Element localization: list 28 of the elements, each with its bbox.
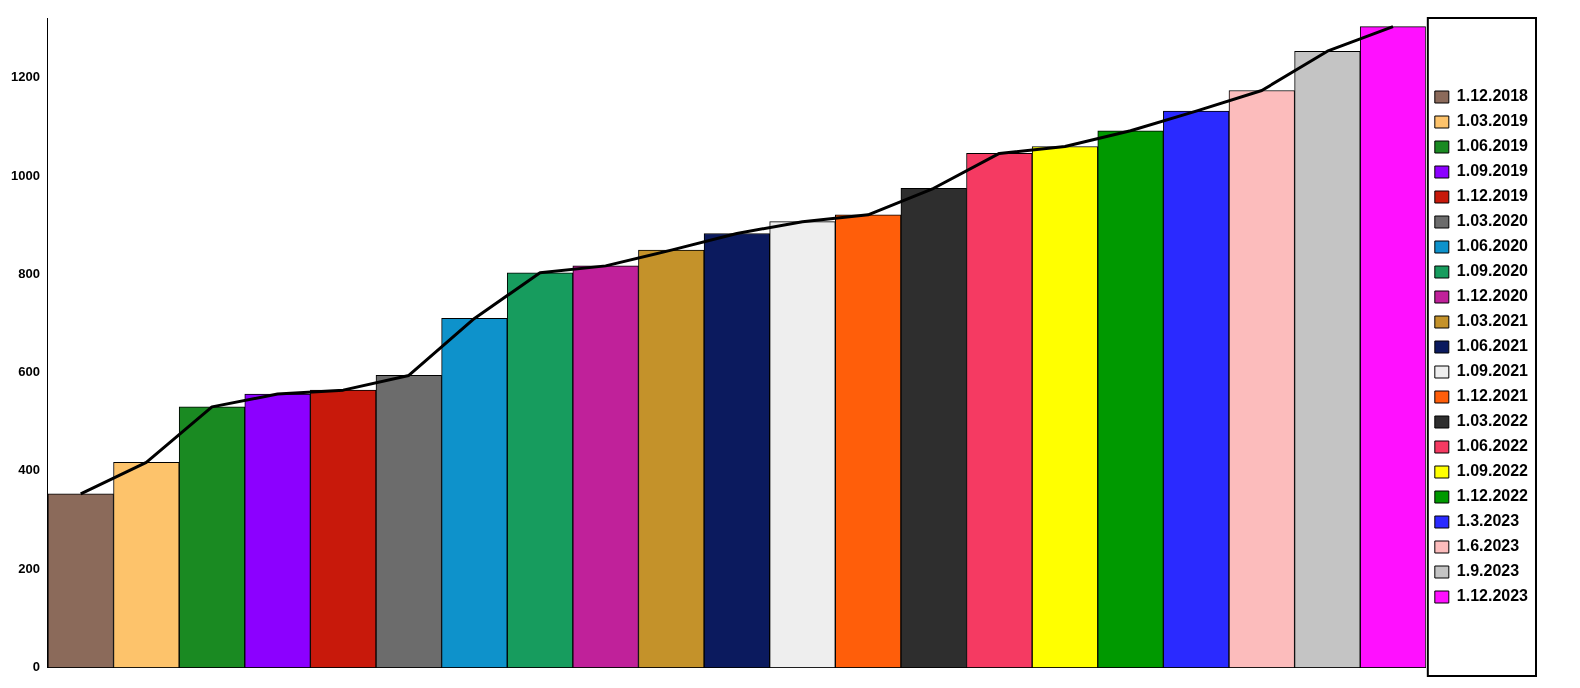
legend-label: 1.03.2019 [1456,112,1529,130]
legend-label: 1.9.2023 [1456,562,1520,580]
legend-label: 1.03.2022 [1456,412,1529,430]
legend-label: 1.12.2019 [1456,187,1529,205]
y-tick-label: 1000 [11,167,40,183]
legend-label: 1.06.2021 [1456,337,1529,355]
legend-label: 1.12.2022 [1456,487,1529,505]
legend-label: 1.3.2023 [1456,512,1520,530]
legend-label: 1.6.2023 [1456,537,1520,555]
legend-label: 1.09.2021 [1456,362,1529,380]
legend-label: 1.03.2021 [1456,312,1529,330]
y-tick-label: 400 [18,462,40,478]
y-tick-label: 1200 [11,69,40,85]
y-tick-label: 800 [18,265,40,281]
legend-label: 1.09.2022 [1456,462,1529,480]
legend-label: 1.12.2021 [1456,387,1529,405]
legend-label: 1.12.2018 [1456,87,1529,105]
legend-label: 1.09.2019 [1456,162,1529,180]
y-tick-label: 600 [18,364,40,380]
legend-label: 1.12.2020 [1456,287,1529,305]
legend-label: 1.06.2019 [1456,137,1529,155]
legend-label: 1.06.2022 [1456,437,1529,455]
y-tick-label: 200 [18,560,40,576]
legend-label: 1.03.2020 [1456,212,1529,230]
legend-label: 1.12.2023 [1456,587,1529,605]
y-tick-label: 0 [32,658,40,674]
legend-label: 1.09.2020 [1456,262,1529,280]
legend-label: 1.06.2020 [1456,237,1529,255]
